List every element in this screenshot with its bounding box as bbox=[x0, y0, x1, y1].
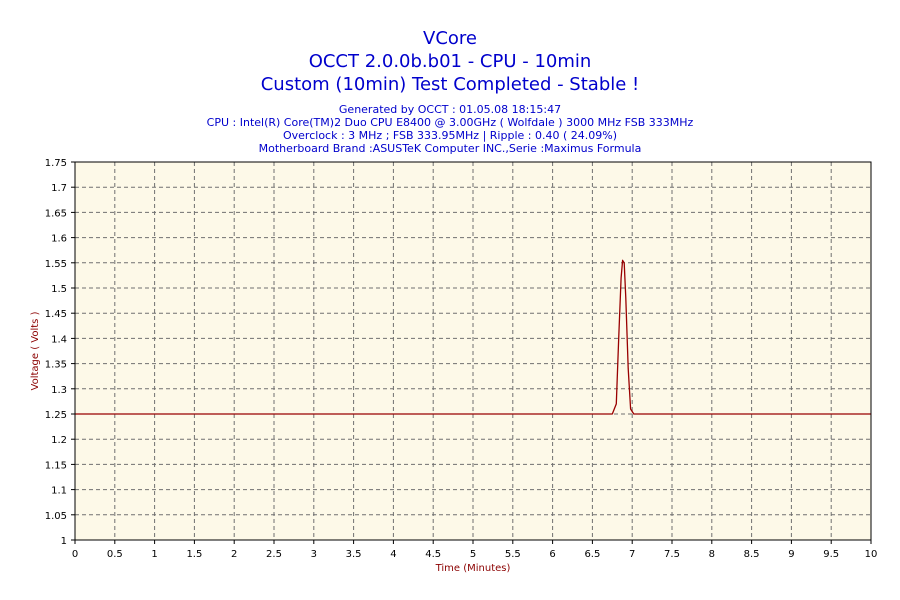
x-tick-label: 10 bbox=[865, 549, 878, 560]
x-tick-label: 1.5 bbox=[186, 549, 202, 560]
x-tick-label: 9.5 bbox=[823, 549, 839, 560]
chart-subtitle-1: OCCT 2.0.0b.b01 - CPU - 10min bbox=[308, 51, 592, 72]
y-tick-label: 1 bbox=[61, 536, 67, 547]
y-tick-label: 1.2 bbox=[51, 435, 67, 446]
y-tick-label: 1.6 bbox=[51, 234, 67, 245]
chart-title: VCore bbox=[423, 28, 477, 49]
info-line-generated: Generated by OCCT : 01.05.08 18:15:47 bbox=[338, 103, 562, 116]
x-tick-label: 5 bbox=[470, 549, 476, 560]
grid-lines bbox=[75, 162, 871, 540]
x-tick-label: 8 bbox=[709, 549, 715, 560]
x-tick-label: 1 bbox=[151, 549, 157, 560]
y-tick-label: 1.5 bbox=[51, 284, 67, 295]
y-axis-label: Voltage ( Volts ) bbox=[30, 311, 41, 390]
x-tick-label: 0.5 bbox=[107, 549, 123, 560]
x-tick-label: 4.5 bbox=[425, 549, 441, 560]
x-tick-label: 9 bbox=[788, 549, 794, 560]
series-line-0 bbox=[75, 259, 871, 415]
info-line-cpu: CPU : Intel(R) Core(TM)2 Duo CPU E8400 @… bbox=[206, 116, 694, 129]
y-tick-label: 1.1 bbox=[51, 486, 67, 497]
y-tick-label: 1.75 bbox=[45, 158, 67, 169]
axis-ticks: 0 0.5 1 1.5 2 2.5 3 3.5 4 4.5 5 5.5 6 6.5 7 7.5 8 8.5 9 9.5… bbox=[45, 158, 878, 560]
plot-frame bbox=[74, 161, 872, 541]
info-line-overclock: Overclock : 3 MHz ; FSB 333.95MHz | Ripp… bbox=[283, 129, 617, 142]
x-tick-label: 5.5 bbox=[505, 549, 521, 560]
x-tick-label: 2.5 bbox=[266, 549, 282, 560]
x-tick-label: 3 bbox=[311, 549, 317, 560]
x-tick-label: 6 bbox=[549, 549, 555, 560]
x-tick-label: 7.5 bbox=[664, 549, 680, 560]
y-tick-label: 1.35 bbox=[45, 360, 67, 371]
x-tick-label: 7 bbox=[629, 549, 635, 560]
x-tick-label: 8.5 bbox=[744, 549, 760, 560]
y-tick-label: 1.3 bbox=[51, 385, 67, 396]
info-line-motherboard: Motherboard Brand :ASUSTeK Computer INC.… bbox=[258, 142, 642, 155]
x-tick-label: 6.5 bbox=[584, 549, 600, 560]
y-tick-label: 1.65 bbox=[45, 208, 67, 219]
y-tick-label: 1.05 bbox=[45, 511, 67, 522]
x-axis-label: Time (Minutes) bbox=[435, 563, 511, 574]
y-tick-label: 1.7 bbox=[51, 183, 67, 194]
y-tick-label: 1.55 bbox=[45, 259, 67, 270]
x-tick-label: 4 bbox=[390, 549, 396, 560]
x-tick-label: 3.5 bbox=[346, 549, 362, 560]
series-group bbox=[75, 259, 871, 415]
y-tick-label: 1.45 bbox=[45, 309, 67, 320]
chart-subtitle-2: Custom (10min) Test Completed - Stable ! bbox=[260, 74, 640, 95]
y-tick-label: 1.25 bbox=[45, 410, 67, 421]
x-tick-label: 0 bbox=[72, 549, 78, 560]
x-tick-label: 2 bbox=[231, 549, 237, 560]
y-tick-label: 1.4 bbox=[51, 334, 67, 345]
y-tick-label: 1.15 bbox=[45, 460, 67, 471]
